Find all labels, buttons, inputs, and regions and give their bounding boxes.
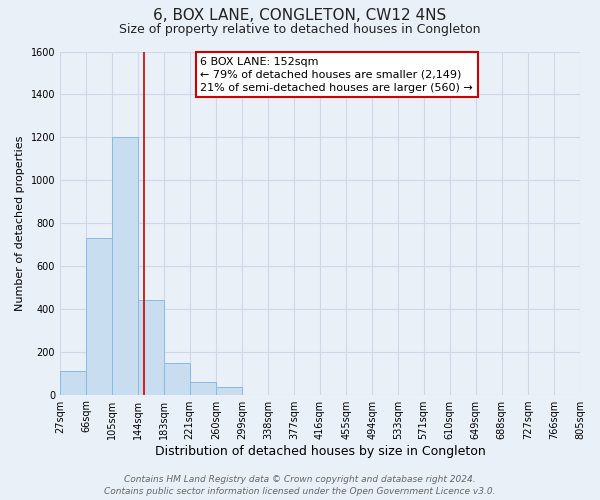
Y-axis label: Number of detached properties: Number of detached properties xyxy=(15,136,25,310)
Bar xyxy=(138,300,164,394)
X-axis label: Distribution of detached houses by size in Congleton: Distribution of detached houses by size … xyxy=(155,444,485,458)
Text: Contains HM Land Registry data © Crown copyright and database right 2024.
Contai: Contains HM Land Registry data © Crown c… xyxy=(104,474,496,496)
Bar xyxy=(60,371,86,394)
Bar xyxy=(190,382,216,394)
Text: Size of property relative to detached houses in Congleton: Size of property relative to detached ho… xyxy=(119,22,481,36)
Bar xyxy=(164,364,190,394)
Bar xyxy=(216,387,242,394)
Text: 6 BOX LANE: 152sqm
← 79% of detached houses are smaller (2,149)
21% of semi-deta: 6 BOX LANE: 152sqm ← 79% of detached hou… xyxy=(200,56,473,93)
Text: 6, BOX LANE, CONGLETON, CW12 4NS: 6, BOX LANE, CONGLETON, CW12 4NS xyxy=(154,8,446,22)
Bar xyxy=(86,238,112,394)
Bar xyxy=(112,138,138,394)
